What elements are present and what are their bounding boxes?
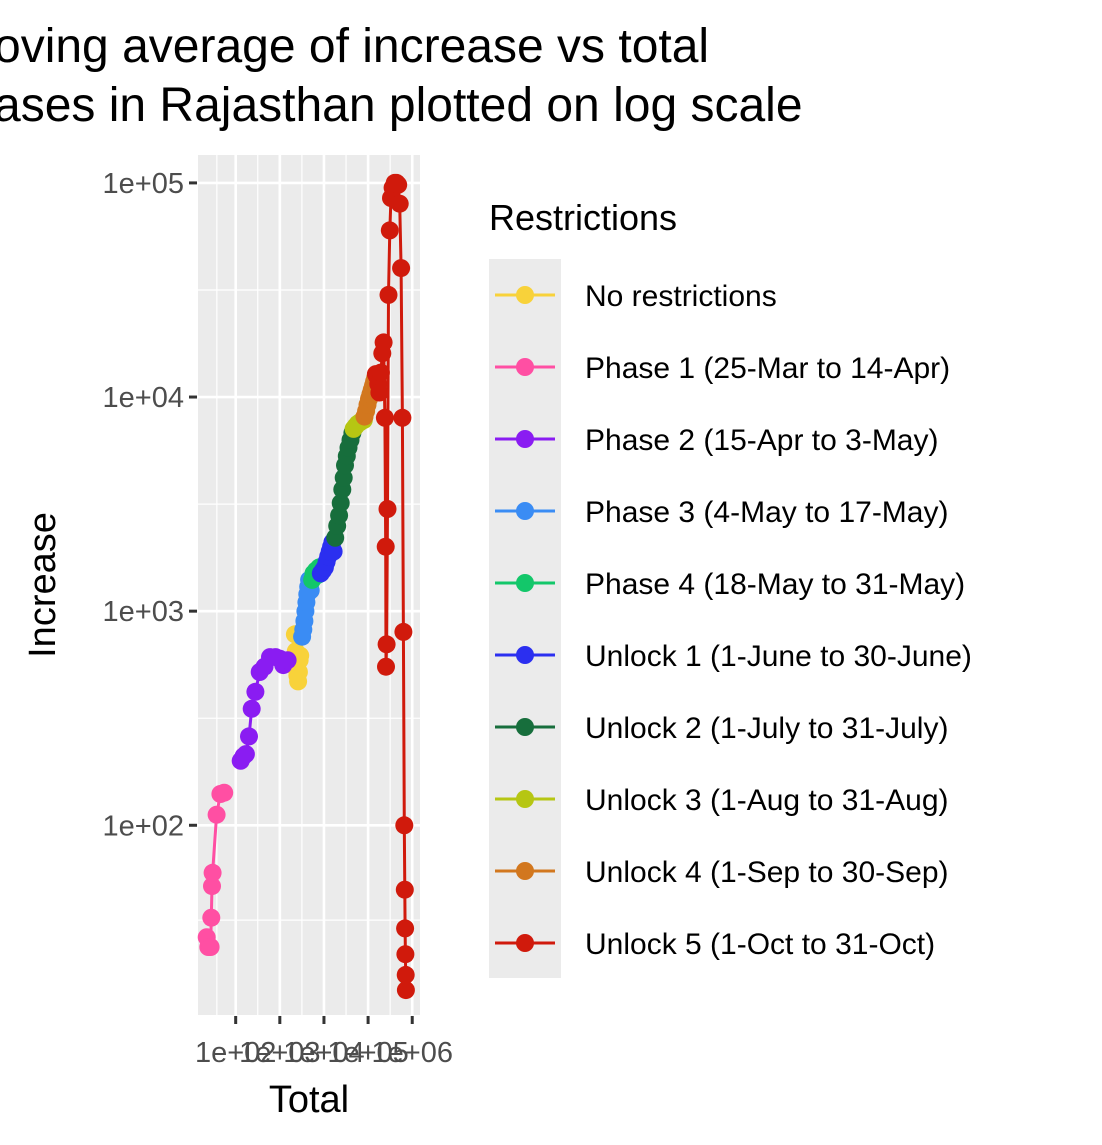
data-point (371, 363, 390, 382)
x-tick-label: 1e+02 (195, 1037, 276, 1069)
legend-key-point (516, 862, 534, 880)
x-tick-label: 1e+03 (239, 1037, 320, 1069)
legend-item-2: Phase 2 (15-Apr to 3-May) (495, 424, 938, 457)
legend-label: Unlock 5 (1-Oct to 31-Oct) (585, 928, 935, 961)
y-tick-label: 1e+02 (103, 810, 184, 842)
data-point (242, 699, 261, 718)
legend-item-3: Phase 3 (4-May to 17-May) (495, 496, 948, 529)
data-point (331, 494, 350, 512)
chart-title-line-1: oving average of increase vs total (0, 20, 709, 73)
legend-item-6: Unlock 2 (1-July to 31-July) (495, 712, 948, 745)
data-point (203, 863, 222, 882)
legend-item-9: Unlock 5 (1-Oct to 31-Oct) (495, 928, 935, 961)
legend-label: Unlock 1 (1-June to 30-June) (585, 640, 972, 673)
data-point (240, 727, 258, 746)
data-point (380, 221, 399, 240)
legend-key-point (516, 358, 534, 376)
data-point (389, 175, 408, 194)
legend-key-point (516, 934, 534, 952)
data-point (396, 965, 415, 984)
data-point (201, 938, 220, 956)
legend-item-5: Unlock 1 (1-June to 30-June) (495, 640, 972, 673)
data-point (236, 745, 255, 764)
data-point (378, 500, 397, 518)
legend-label: Phase 3 (4-May to 17-May) (585, 496, 948, 529)
data-point (278, 651, 297, 670)
data-point (207, 805, 226, 824)
data-point (376, 537, 395, 556)
y-axis-title: Increase (22, 512, 64, 658)
data-point (396, 981, 415, 1000)
series-2 (231, 648, 297, 770)
legend-label: Phase 2 (15-Apr to 3-May) (585, 424, 938, 457)
y-tick-label: 1e+04 (103, 382, 184, 414)
legend-key-point (516, 430, 534, 448)
data-point (215, 783, 234, 802)
legend-item-0: No restrictions (495, 280, 777, 313)
data-point (374, 333, 393, 352)
legend-item-8: Unlock 4 (1-Sep to 30-Sep) (495, 856, 949, 889)
data-point (375, 408, 394, 427)
legend-keys-background (489, 259, 561, 978)
legend-label: Unlock 4 (1-Sep to 30-Sep) (585, 856, 949, 889)
y-axis: 1e+02 1e+03 1e+04 1e+05 (103, 168, 197, 842)
major-gridlines (198, 155, 420, 1015)
data-point (396, 919, 415, 938)
data-point (393, 408, 412, 427)
data-point (392, 259, 411, 278)
data-point (395, 880, 414, 899)
series-9 (366, 173, 415, 1000)
data-point (324, 542, 343, 561)
chart-title-line-2: ases in Rajasthan plotted on log scale (0, 79, 803, 132)
legend-key-point (516, 502, 534, 520)
legend-label: Phase 4 (18-May to 31-May) (585, 568, 965, 601)
legend-key-point (516, 286, 534, 304)
data-point (395, 816, 414, 835)
legend-item-1: Phase 1 (25-Mar to 14-Apr) (495, 352, 950, 385)
data-point (377, 635, 396, 654)
legend-key-point (516, 646, 534, 664)
data-point (396, 945, 415, 964)
legend-key-point (516, 574, 534, 592)
legend-item-4: Phase 4 (18-May to 31-May) (495, 568, 965, 601)
legend-label: Unlock 2 (1-July to 31-July) (585, 712, 948, 745)
x-tick-label: 1e+05 (327, 1037, 408, 1069)
x-tick-label: 1e+06 (372, 1037, 453, 1069)
data-point (394, 622, 413, 641)
x-axis-title: Total (269, 1079, 349, 1121)
data-layer (197, 173, 415, 1000)
data-point (379, 285, 398, 304)
data-point (246, 682, 265, 701)
legend-label: No restrictions (585, 280, 777, 313)
legend-label: Phase 1 (25-Mar to 14-Apr) (585, 352, 950, 385)
legend-key-point (516, 790, 534, 808)
x-tick-label: 1e+04 (283, 1037, 364, 1069)
legend-label: Unlock 3 (1-Aug to 31-Aug) (585, 784, 949, 817)
y-tick-label: 1e+03 (103, 596, 184, 628)
legend: No restrictions Phase 1 (25-Mar to 14-Apr… (495, 280, 972, 961)
legend-key-point (516, 718, 534, 736)
series-1 (197, 783, 234, 956)
legend-title: Restrictions (489, 197, 677, 238)
data-point (390, 194, 409, 213)
data-point (377, 657, 395, 676)
legend-item-7: Unlock 3 (1-Aug to 31-Aug) (495, 784, 949, 817)
data-point (202, 908, 221, 927)
data-point (203, 877, 221, 896)
y-tick-label: 1e+05 (103, 168, 184, 200)
data-point (370, 383, 389, 402)
